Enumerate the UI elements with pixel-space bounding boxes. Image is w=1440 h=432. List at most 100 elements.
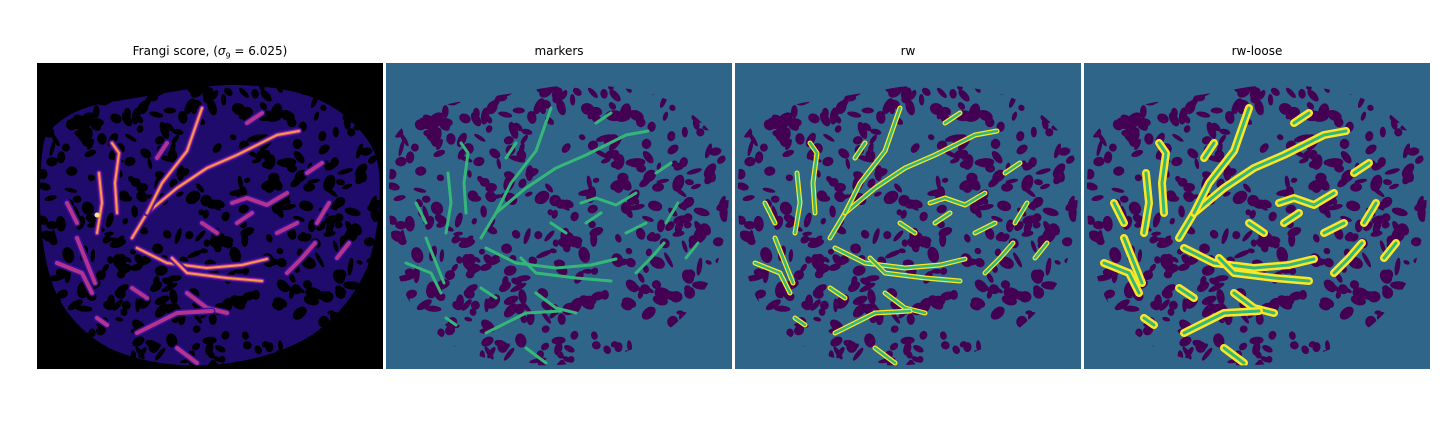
rwloose-texture-blob <box>1285 87 1296 98</box>
markers-texture-blob <box>534 190 550 205</box>
rwloose-texture-blob <box>1340 150 1352 164</box>
rwloose-texture-blob <box>1245 209 1252 216</box>
frangi-texture-blob <box>356 260 363 265</box>
rw-texture-blob <box>940 267 948 275</box>
rwloose-texture-blob <box>1131 149 1143 158</box>
rw-texture-blob <box>852 295 868 305</box>
rw-vessel-core <box>853 141 867 160</box>
rw-loose-vessel-core <box>1332 241 1364 275</box>
rw-texture-blob <box>845 340 854 348</box>
frangi-texture-blob <box>254 345 262 355</box>
rw-texture-blob <box>1040 183 1051 190</box>
frangi-texture-blob <box>259 102 268 110</box>
markers-texture-blob <box>413 265 420 284</box>
frangi-vessel <box>235 211 254 225</box>
rw-loose-vessel-core <box>1282 211 1301 225</box>
rw-texture-blob <box>1011 111 1018 121</box>
frangi-texture-blob <box>305 288 313 297</box>
markers-texture-blob <box>473 256 481 263</box>
frangi-texture-blob <box>335 286 347 299</box>
rwloose-texture-blob <box>1142 270 1154 280</box>
frangi-texture-blob <box>287 164 297 173</box>
markers-texture-blob <box>570 330 579 340</box>
rwloose-texture-blob <box>1367 104 1374 111</box>
frangi-texture-blob <box>87 138 94 150</box>
rw-texture-blob <box>889 99 900 109</box>
frangi-texture-blob <box>332 126 339 138</box>
rw-texture-blob <box>986 273 994 283</box>
rw-texture-blob <box>890 325 899 333</box>
markers-texture-blob <box>436 138 443 150</box>
markers-texture-blob <box>609 89 621 102</box>
frangi-texture-blob <box>77 128 91 145</box>
markers-texture-blob <box>636 164 646 173</box>
rw-vessel-core <box>793 171 802 235</box>
rwloose-texture-blob <box>1242 230 1253 242</box>
markers-texture-blob <box>547 209 554 216</box>
markers-texture-blob <box>712 237 724 247</box>
markers-texture-blob <box>588 220 596 229</box>
rw-texture-blob <box>944 134 962 142</box>
rwloose-texture-blob <box>1394 226 1403 236</box>
frangi-texture-blob <box>355 171 367 185</box>
markers-texture-blob <box>437 328 445 338</box>
rw-texture-blob <box>818 308 826 316</box>
frangi-texture-blob <box>272 301 284 311</box>
rw-texture-blob <box>995 233 1006 242</box>
markers-texture-blob <box>691 183 702 190</box>
markers-texture-blob <box>611 253 624 268</box>
frangi-texture-blob <box>78 119 92 131</box>
markers-texture-blob <box>667 131 676 142</box>
rwloose-texture-blob <box>1120 114 1130 126</box>
rw-texture-blob <box>990 138 1001 149</box>
rwloose-texture-blob <box>1298 89 1306 99</box>
rw-loose-vessel-core <box>1322 221 1346 235</box>
markers-texture-blob <box>404 215 415 232</box>
frangi-vessel <box>65 201 79 225</box>
markers-texture-blob <box>672 230 685 237</box>
frangi-texture-blob <box>347 257 354 276</box>
rw-texture-blob <box>828 263 841 271</box>
markers-texture-blob <box>536 249 553 259</box>
markers-texture-blob <box>637 273 645 283</box>
frangi-texture-blob <box>336 179 345 186</box>
markers-texture-blob <box>436 174 445 182</box>
marker-vessel <box>519 256 613 283</box>
frangi-texture-blob <box>238 204 249 214</box>
rw-texture-blob <box>771 205 778 221</box>
rw-texture-blob <box>770 195 780 203</box>
markers-image <box>386 63 732 369</box>
frangi-texture-blob <box>88 328 96 338</box>
rw-texture-blob <box>1065 155 1075 164</box>
rwloose-texture-blob <box>1384 168 1400 175</box>
rw-texture-blob <box>1067 195 1075 211</box>
markers-texture-blob <box>686 168 702 175</box>
frangi-texture-blob <box>115 316 124 322</box>
frangi-texture-blob <box>67 299 83 311</box>
rwloose-texture-blob <box>1171 156 1183 167</box>
markers-texture-blob <box>480 107 490 125</box>
rwloose-texture-blob <box>1402 143 1411 159</box>
frangi-texture-blob <box>215 345 226 353</box>
frangi-texture-blob <box>95 270 107 280</box>
rw-vessel-core <box>983 241 1015 275</box>
rw-texture-blob <box>744 220 756 230</box>
frangi-texture-blob <box>73 205 80 221</box>
frangi-texture-blob <box>241 331 249 340</box>
markers-texture-blob <box>415 166 427 176</box>
markers-texture-blob <box>534 231 543 240</box>
rw-texture-blob <box>949 89 957 99</box>
rwloose-texture-blob <box>1154 256 1161 264</box>
rw-texture-blob <box>1052 163 1066 178</box>
rwloose-texture-blob <box>1144 133 1154 145</box>
rwloose-texture-blob <box>1187 148 1199 159</box>
rwloose-texture-blob <box>1201 295 1217 305</box>
markers-texture-blob <box>673 162 685 171</box>
markers-texture-blob <box>678 219 684 228</box>
rwloose-texture-blob <box>1256 238 1270 249</box>
frangi-title-sub: 9 <box>225 51 231 61</box>
frangi-texture-blob <box>140 148 152 159</box>
rwloose-texture-blob <box>1376 219 1382 228</box>
rwloose-texture-blob <box>1163 253 1174 266</box>
rwloose-texture-blob <box>1150 300 1161 311</box>
